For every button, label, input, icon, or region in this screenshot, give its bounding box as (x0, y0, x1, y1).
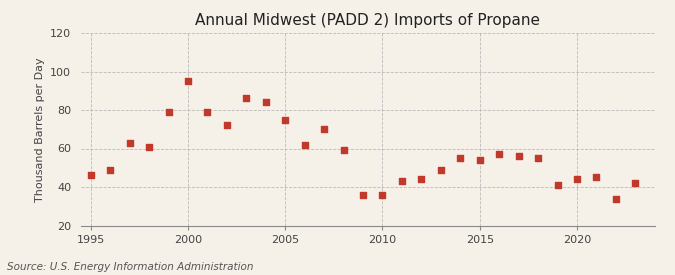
Point (475, 158, 485, 162)
Point (124, 141, 135, 145)
Point (261, 100, 271, 104)
Point (163, 110, 174, 114)
Point (513, 154, 524, 158)
Point (299, 142, 310, 147)
Y-axis label: Thousand Barrels per Day: Thousand Barrels per Day (34, 57, 45, 202)
Point (319, 127, 329, 131)
Text: Source: U.S. Energy Information Administration: Source: U.S. Energy Information Administ… (7, 262, 253, 272)
Point (572, 177, 583, 182)
Point (552, 183, 563, 187)
Point (280, 117, 291, 122)
Point (591, 175, 602, 180)
Point (435, 167, 446, 172)
Point (85, 173, 96, 178)
Point (533, 156, 543, 160)
Point (630, 181, 641, 185)
Point (182, 79, 193, 83)
Point (455, 156, 466, 160)
Point (377, 192, 388, 197)
Point (338, 148, 349, 153)
Point (358, 192, 369, 197)
Title: Annual Midwest (PADD 2) Imports of Propane: Annual Midwest (PADD 2) Imports of Propa… (195, 13, 541, 28)
Point (202, 110, 213, 114)
Point (221, 123, 232, 128)
Point (241, 96, 252, 101)
Point (493, 152, 504, 156)
Point (396, 179, 407, 183)
Point (416, 177, 427, 182)
Point (105, 167, 115, 172)
Point (610, 196, 621, 201)
Point (144, 144, 155, 149)
